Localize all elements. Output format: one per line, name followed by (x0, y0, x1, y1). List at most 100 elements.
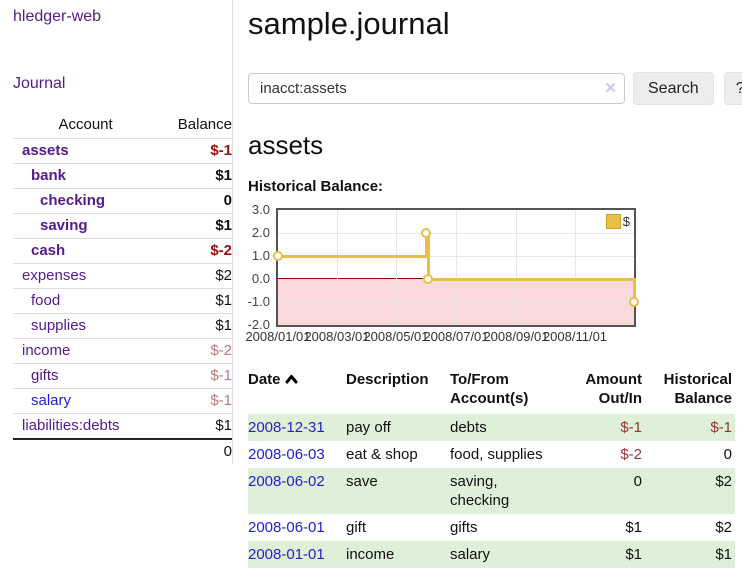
data-point-marker (629, 297, 639, 307)
h-gridline (278, 256, 634, 257)
register-table: Date Description To/From Account(s) Amou… (248, 368, 735, 568)
accounts-header-balance: Balance (177, 116, 232, 133)
account-row: cash $-2 (13, 238, 232, 264)
transaction-accounts-cell: gifts (450, 519, 478, 536)
account-link[interactable]: checking (40, 192, 106, 209)
v-gridline (456, 210, 457, 325)
account-row: supplies $1 (13, 313, 232, 339)
account-link[interactable]: assets (22, 142, 69, 159)
series-line-segment (428, 278, 636, 281)
series-line-segment (425, 232, 428, 257)
transaction-row: 2008-12-31 pay off debts $-1 $-1 (248, 414, 735, 441)
transaction-date-cell: 2008-12-31 (248, 414, 346, 441)
transaction-date-link[interactable]: 2008-06-01 (248, 519, 325, 536)
account-balance: $1 (158, 163, 232, 189)
sort-ascending-icon (285, 375, 298, 384)
transaction-accounts-cell: saving, checking (450, 468, 568, 514)
account-row: salary $-1 (13, 388, 232, 414)
transaction-amount-cell: $-2 (620, 446, 642, 463)
transaction-date-link[interactable]: 2008-06-03 (248, 446, 325, 463)
transaction-balance-cell: $2 (715, 519, 732, 536)
search-button[interactable]: Search (633, 72, 714, 105)
transaction-balance-cell: $1 (645, 541, 735, 568)
account-link[interactable]: income (22, 342, 71, 359)
page-title: sample.journal (248, 6, 450, 41)
legend-swatch (605, 214, 621, 229)
transaction-row: 2008-06-01 gift gifts $1 $2 (248, 514, 735, 541)
transaction-row: 2008-06-02 save saving, checking 0 $2 (248, 468, 735, 514)
transaction-amount-cell: $1 (625, 519, 642, 536)
data-point-marker (421, 228, 431, 238)
v-gridline (337, 210, 338, 325)
account-link[interactable]: cash (31, 242, 66, 259)
transaction-amount-cell: $-1 (568, 414, 645, 441)
search-input[interactable] (248, 73, 625, 104)
account-link[interactable]: gifts (31, 367, 59, 384)
data-point-marker (423, 274, 433, 284)
x-axis-label: 2008/07/01 (423, 329, 489, 344)
help-button[interactable]: ? (723, 72, 742, 105)
transaction-balance-cell: $-1 (645, 414, 735, 441)
register-header-accounts: To/From Account(s) (450, 371, 529, 407)
transaction-date-link[interactable]: 2008-06-02 (248, 473, 325, 490)
chart-plot-area: $ (273, 208, 639, 327)
accounts-total-row: 0 (13, 438, 232, 464)
transaction-date-link[interactable]: 2008-12-31 (248, 419, 325, 436)
account-link[interactable]: supplies (31, 317, 87, 334)
account-row: expenses $2 (13, 263, 232, 289)
x-axis-label: 2008/11/01 (542, 329, 608, 344)
account-link[interactable]: expenses (22, 267, 87, 284)
account-balance: $1 (158, 313, 232, 339)
account-balance: $2 (158, 263, 232, 289)
register-header-description: Description (346, 371, 429, 388)
h-gridline (278, 302, 634, 303)
accounts-table: Account Balance assets $-1 bank $1 checking 0… (13, 113, 232, 464)
y-axis-label: -2.0 (247, 317, 270, 332)
y-axis-label: -1.0 (247, 294, 270, 309)
transaction-balance-cell: $2 (645, 468, 735, 514)
series-line-segment (427, 232, 430, 280)
account-link[interactable]: bank (31, 167, 67, 184)
account-row: saving $1 (13, 213, 232, 239)
accounts-header-account: Account (58, 116, 113, 133)
transaction-accounts-cell: food, supplies (450, 446, 543, 463)
x-axis-label: 2008/01/01 (245, 329, 311, 344)
account-balance: $-2 (158, 238, 232, 264)
v-gridline (516, 210, 517, 325)
account-heading: assets (248, 130, 324, 160)
account-link[interactable]: saving (40, 217, 88, 234)
account-balance: $-1 (158, 138, 232, 164)
transaction-row: 2008-06-03 eat & shop food, supplies $-2 0 (248, 441, 735, 468)
series-line-segment (278, 255, 428, 258)
account-link[interactable]: liabilities:debts (22, 417, 120, 434)
account-row: income $-2 (13, 338, 232, 364)
transaction-date-cell: 2008-06-02 (248, 468, 346, 514)
account-balance: $1 (158, 413, 232, 439)
clear-search-icon[interactable]: ✕ (604, 80, 617, 97)
transaction-date-cell: 2008-06-01 (248, 514, 346, 541)
series-line-segment (633, 278, 636, 303)
account-balance: $1 (158, 213, 232, 239)
transaction-amount-cell: 0 (568, 468, 645, 514)
accounts-table-body: assets $-1 bank $1 checking 0 saving $1 cash $-2 e… (13, 138, 232, 464)
transaction-date-link[interactable]: 2008-01-01 (248, 546, 325, 563)
y-axis-label: 0.0 (251, 271, 270, 286)
transaction-row: 2008-01-01 income salary $1 $1 (248, 541, 735, 568)
account-row: checking 0 (13, 188, 232, 214)
app: hledger-web Journal Account Balance asse… (13, 0, 742, 568)
register-header-balance: Historical Balance (663, 371, 732, 407)
x-axis-label: 2008/03/01 (304, 329, 370, 344)
search-form: ✕ Search ? (248, 72, 742, 105)
transaction-description-cell: save (346, 468, 450, 514)
chart-title: Historical Balance: (248, 178, 384, 195)
register-header-date[interactable]: Date (248, 368, 346, 414)
account-link[interactable]: salary (31, 392, 72, 409)
transaction-description-cell: pay off (346, 414, 450, 441)
account-link[interactable]: food (31, 292, 61, 309)
transaction-date-cell: 2008-06-03 (248, 441, 346, 468)
legend-label: $ (622, 214, 630, 229)
app-title-link[interactable]: hledger-web (13, 8, 102, 25)
sidebar-item-journal[interactable]: Journal (13, 75, 66, 92)
account-row: gifts $-1 (13, 363, 232, 389)
transaction-description-cell: income (346, 541, 450, 568)
